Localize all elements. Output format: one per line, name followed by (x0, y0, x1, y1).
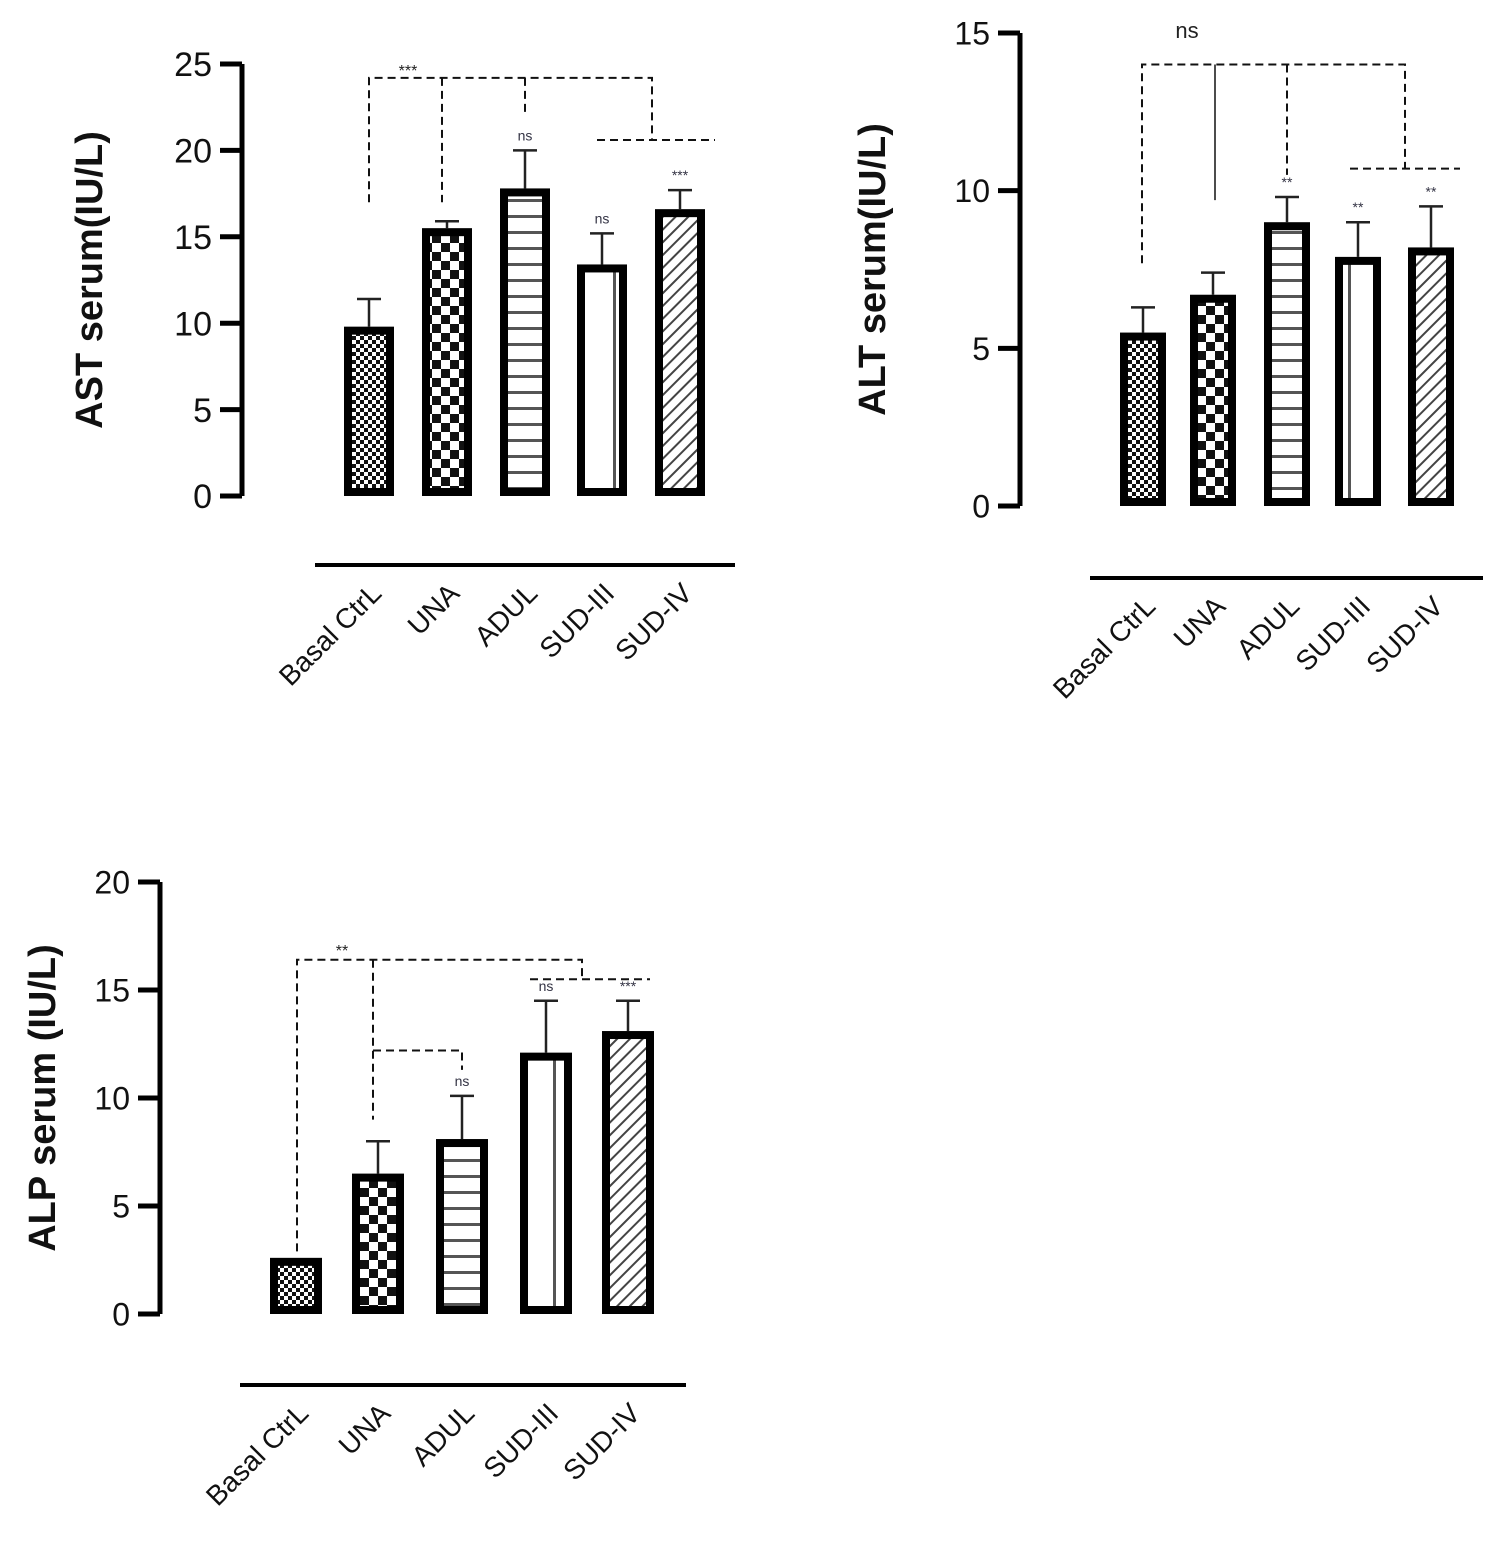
bar-significance-label: ns (455, 1073, 470, 1089)
y-tick-label: 10 (174, 305, 212, 343)
x-category-label: UNA (333, 1397, 397, 1461)
y-tick-label: 15 (954, 16, 990, 52)
bar (520, 1052, 572, 1315)
bar-significance-label: ns (539, 978, 554, 994)
bar (1120, 332, 1166, 507)
y-tick-label: 5 (112, 1189, 130, 1225)
y-axis-label: ALP serum (IU/L) (22, 944, 64, 1252)
bar (577, 264, 627, 496)
bracket-line (368, 76, 653, 203)
x-category-label: ADUL (468, 577, 543, 652)
bar (500, 188, 550, 497)
y-tick-label: 10 (954, 173, 990, 209)
y-tick-label: 5 (972, 331, 990, 367)
y-tick-label: 10 (94, 1081, 130, 1117)
ast-chart: 0 5 10 15 20 25 AST serum(IU/L) Basal CtrL UNA ns… (69, 46, 735, 692)
x-category-label: Basal CtrL (273, 577, 387, 691)
x-category-label: Basal CtrL (1047, 590, 1161, 704)
y-axis-label: ALT serum(IU/L) (852, 123, 894, 416)
bar-significance-label: *** (672, 167, 689, 183)
bar (270, 1257, 322, 1314)
alp-chart: 0 5 10 15 20 ALP serum (IU/L) Basal CtrL UNA ns A… (22, 865, 686, 1512)
y-tick-label: 0 (193, 478, 212, 516)
bar-significance-label: ns (595, 210, 610, 226)
x-category-label: UNA (1168, 590, 1232, 654)
y-tick-label: 15 (94, 973, 130, 1009)
x-category-label: SUD-III (477, 1397, 564, 1484)
x-category-label: UNA (402, 577, 466, 641)
x-category-label: SUD-IV (557, 1397, 646, 1486)
bar (422, 228, 472, 496)
bar-significance-label: ** (1353, 199, 1364, 215)
bar (436, 1139, 488, 1315)
bracket-line (296, 958, 583, 1252)
significance-label: ns (1175, 18, 1198, 43)
bar-significance-label: ** (1426, 183, 1437, 199)
bar-significance-label: ** (1282, 174, 1293, 190)
bar (344, 326, 394, 496)
x-category-label: Basal CtrL (200, 1397, 314, 1511)
y-tick-label: 15 (174, 219, 212, 257)
bracket-line (1141, 63, 1406, 264)
bar (655, 209, 705, 496)
significance-label: ** (336, 943, 348, 960)
x-category-label: SUD-IV (1360, 590, 1449, 679)
y-tick-label: 0 (112, 1297, 130, 1333)
x-category-label: SUD-III (533, 577, 620, 664)
x-category-label: SUD-IV (609, 577, 698, 666)
bar (1408, 247, 1454, 506)
bar-significance-label: *** (620, 978, 637, 994)
x-category-label: ADUL (405, 1397, 480, 1472)
bar (602, 1031, 654, 1315)
y-tick-label: 25 (174, 46, 212, 84)
bar (1190, 294, 1236, 506)
bar (1264, 222, 1310, 506)
significance-label: *** (399, 63, 418, 80)
y-tick-label: 20 (174, 133, 212, 171)
y-tick-label: 5 (193, 392, 212, 430)
y-tick-label: 0 (972, 489, 990, 525)
bar (1335, 256, 1381, 506)
y-tick-label: 20 (94, 865, 130, 901)
bar-significance-label: ns (518, 127, 533, 143)
bracket-line (373, 1049, 463, 1070)
y-axis-label: AST serum(IU/L) (69, 131, 111, 429)
bar (352, 1173, 404, 1314)
x-category-label: SUD-III (1289, 590, 1376, 677)
